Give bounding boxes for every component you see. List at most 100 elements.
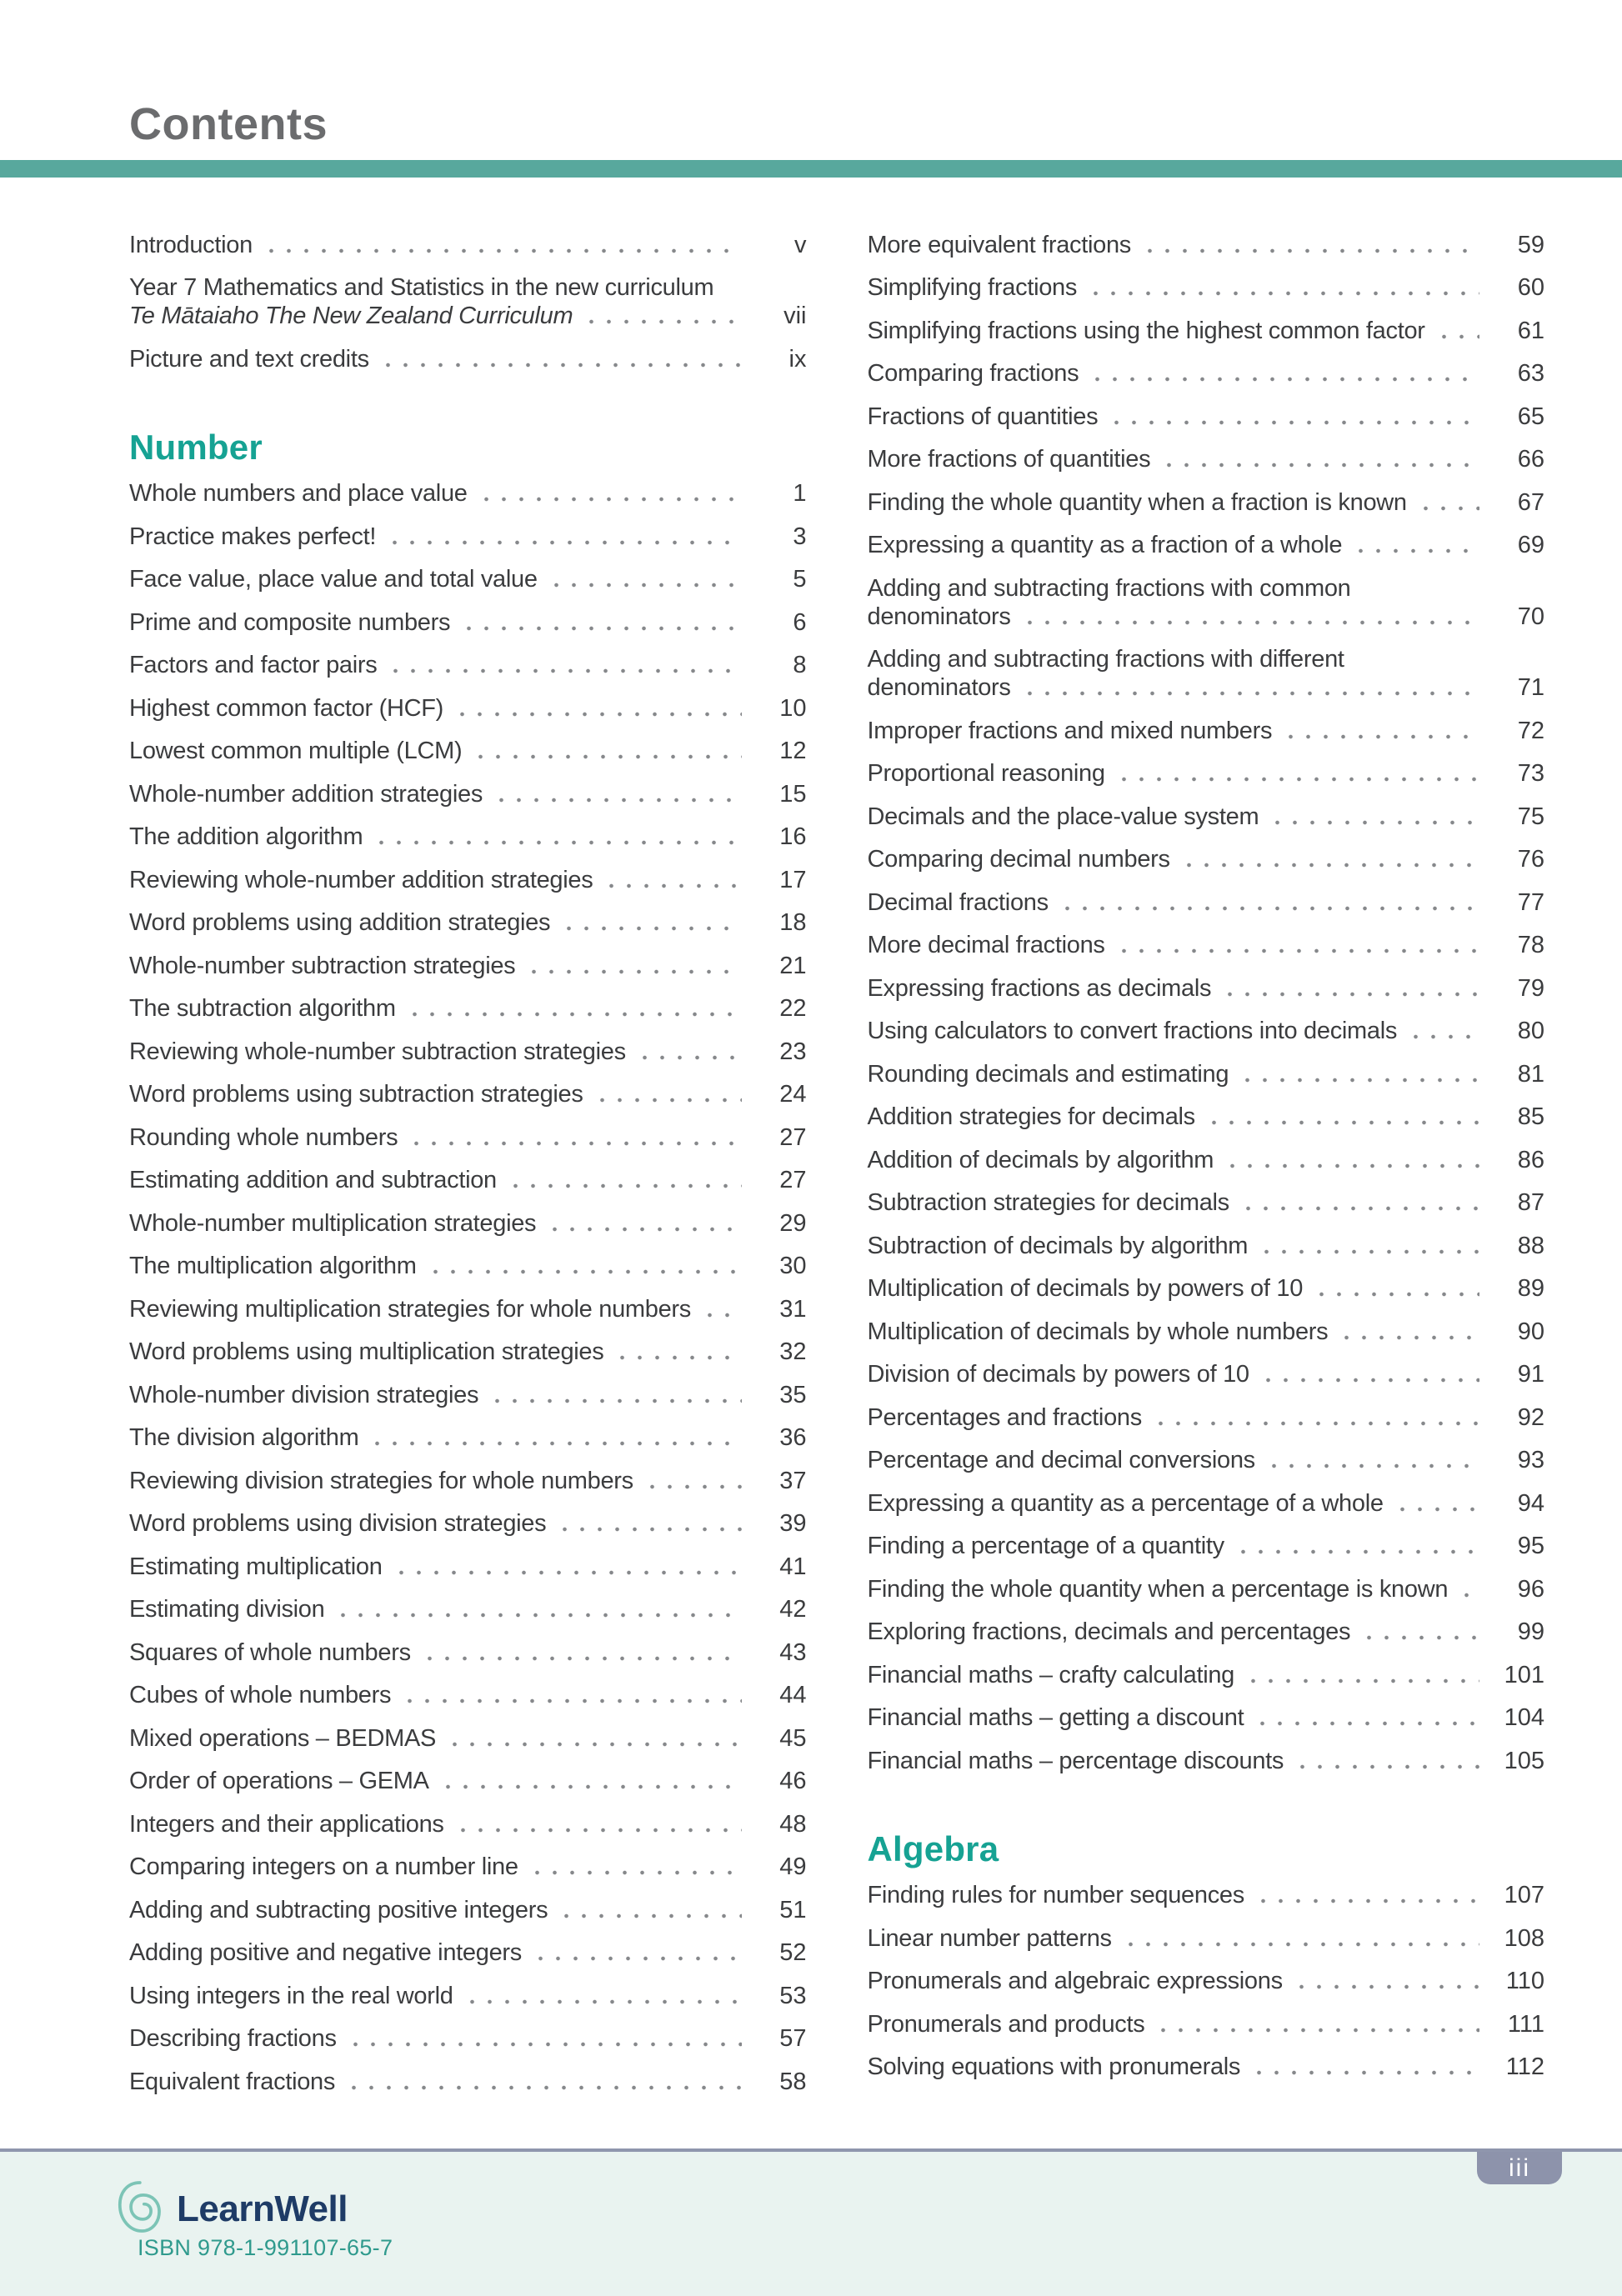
toc-entry-line: Reviewing whole-number subtraction strat… — [129, 1038, 807, 1066]
dotted-leader — [405, 1012, 742, 1018]
toc-entry: Whole-number addition strategies 15 — [129, 773, 807, 816]
page-number: 61 — [1517, 317, 1544, 344]
page-number: 71 — [1517, 674, 1544, 702]
dotted-leader — [700, 1312, 742, 1318]
dotted-leader — [392, 1569, 742, 1575]
page-number: 58 — [779, 2068, 807, 2095]
dotted-leader — [346, 2042, 742, 2048]
toc-entry-label: Word problems using subtraction strategi… — [129, 1081, 583, 1108]
toc-entry: The subtraction algorithm 22 — [129, 988, 807, 1031]
toc-entry-label: Te Mātaiaho The New Zealand Curriculum — [129, 303, 573, 330]
toc-entry-label: Reviewing division strategies for whole … — [129, 1467, 633, 1494]
toc-entry: Equivalent fractions 58 — [129, 2060, 807, 2103]
toc-entry-line: Whole-number division strategies 35 — [129, 1381, 807, 1409]
toc-entry-line: Lowest common multiple (LCM) 12 — [129, 737, 807, 765]
dotted-leader — [531, 1956, 742, 1962]
dotted-leader — [603, 883, 742, 888]
dotted-leader — [401, 1698, 742, 1704]
toc-entry: Proportional reasoning 73 — [868, 753, 1545, 796]
toc-entry-line: Pronumerals and algebraic expressions 110 — [868, 1967, 1545, 1995]
dotted-leader — [386, 539, 742, 545]
toc-entry: Comparing decimal numbers 76 — [868, 838, 1545, 882]
page-title: Contents — [129, 99, 328, 149]
page-number: 69 — [1517, 532, 1544, 559]
toc-entry-line: Word problems using multiplication strat… — [129, 1338, 807, 1366]
toc-entry: Multiplication of decimals by whole numb… — [868, 1310, 1545, 1353]
dotted-leader — [488, 1398, 742, 1403]
toc-entry-line: Linear number patterns 108 — [868, 1924, 1545, 1953]
toc-entry-label: Whole-number subtraction strategies — [129, 952, 516, 979]
toc-entry-line: Division of decimals by powers of 10 91 — [868, 1360, 1545, 1388]
dotted-leader — [1360, 1635, 1479, 1641]
toc-entry-label: Mixed operations – BEDMAS — [129, 1724, 437, 1752]
page-number: 90 — [1517, 1318, 1544, 1345]
toc-entry-line: Estimating division 42 — [129, 1595, 807, 1623]
toc-entry-line: Comparing decimal numbers 76 — [868, 845, 1545, 873]
toc-entry-label: Rounding decimals and estimating — [867, 1060, 1229, 1088]
dotted-leader — [558, 1913, 742, 1918]
dotted-leader — [1294, 1763, 1479, 1769]
toc-entry-label: The division algorithm — [129, 1424, 359, 1452]
toc-entry-line: Proportional reasoning 73 — [868, 759, 1545, 788]
toc-entry-label: Describing fractions — [129, 2025, 337, 2053]
page-number: 80 — [1517, 1018, 1544, 1045]
toc-entry: Comparing integers on a number line 49 — [129, 1846, 807, 1889]
page-footer: iii LearnWell ISBN 978-1-991107-65-7 — [0, 2148, 1622, 2296]
section-heading: Algebra — [867, 1828, 999, 1868]
toc-entry: Factors and factor pairs 8 — [129, 644, 807, 688]
page-number: 53 — [779, 1982, 807, 2009]
page-number: 76 — [1517, 846, 1544, 873]
toc-entry-label: Addition of decimals by algorithm — [867, 1146, 1214, 1173]
toc-entry-label: Year 7 Mathematics and Statistics in the… — [129, 274, 714, 302]
toc-entry-label: Using integers in the real world — [129, 1982, 453, 2009]
page-number: 107 — [1504, 1882, 1544, 1909]
dotted-leader — [1179, 863, 1479, 868]
toc-entry-line: Equivalent fractions 58 — [129, 2068, 807, 2096]
toc-entry-label: Financial maths – percentage discounts — [867, 1747, 1284, 1774]
toc-entry-line: Adding positive and negative integers 52 — [129, 1938, 807, 1967]
dotted-leader — [453, 1827, 742, 1833]
toc-entry-label: Adding and subtracting fractions with di… — [867, 646, 1344, 673]
toc-entry-line: Simplifying fractions using the highest … — [868, 317, 1545, 345]
toc-entry-label: Fractions of quantities — [867, 403, 1099, 430]
toc-entry-line: Decimals and the place-value system 75 — [868, 803, 1545, 831]
page-number: 105 — [1504, 1747, 1544, 1774]
toc-entry: Financial maths – crafty calculating 101 — [868, 1653, 1545, 1697]
page-number: 112 — [1505, 2053, 1544, 2081]
page-number: 72 — [1517, 717, 1544, 744]
toc-entry: Multiplication of decimals by powers of … — [868, 1268, 1545, 1311]
toc-entry-line: Factors and factor pairs 8 — [129, 651, 807, 679]
toc-entry-line: Highest common factor (HCF) 10 — [129, 694, 807, 723]
page-number: 60 — [1517, 274, 1544, 302]
toc-entry: Whole numbers and place value 1 — [129, 473, 807, 516]
toc-entry-label: Estimating multiplication — [129, 1553, 383, 1580]
page-number: 93 — [1517, 1447, 1544, 1474]
toc-entry: Expressing fractions as decimals 79 — [868, 967, 1545, 1010]
page-number: 10 — [779, 694, 807, 722]
toc-entry-line: Reviewing multiplication strategies for … — [129, 1295, 807, 1323]
dotted-leader — [525, 968, 742, 974]
page-number: 75 — [1517, 803, 1544, 830]
toc-entry-line: Using calculators to convert fractions i… — [868, 1017, 1545, 1045]
toc-entry-line: Addition strategies for decimals 85 — [868, 1103, 1545, 1131]
toc-entry: Using calculators to convert fractions i… — [868, 1010, 1545, 1053]
toc-column-right: More equivalent fractions 59 Simplifying f… — [868, 223, 1545, 2088]
toc-entry-label: Financial maths – getting a discount — [867, 1704, 1244, 1732]
dotted-leader — [373, 840, 742, 846]
page-number: 51 — [779, 1896, 807, 1923]
toc-entry-label: The addition algorithm — [129, 823, 363, 851]
toc-entry-line: Whole-number multiplication strategies 29 — [129, 1209, 807, 1238]
toc-entry-label: Word problems using multiplication strat… — [129, 1338, 604, 1366]
page-number: 48 — [779, 1810, 807, 1838]
dotted-leader — [1089, 377, 1479, 383]
toc-entry: Lowest common multiple (LCM) 12 — [129, 730, 807, 773]
dotted-leader — [1434, 333, 1479, 339]
toc-entry: Pronumerals and algebraic expressions 110 — [868, 1960, 1545, 2003]
toc-entry-line: Improper fractions and mixed numbers 72 — [868, 717, 1545, 745]
toc-entry: Comparing fractions 63 — [868, 353, 1545, 396]
publisher-name: LearnWell — [177, 2188, 348, 2229]
toc-entry-label: Subtraction strategies for decimals — [867, 1189, 1230, 1217]
toc-entry: Finding the whole quantity when a fracti… — [868, 481, 1545, 524]
toc-entry-label: Reviewing whole-number subtraction strat… — [129, 1038, 626, 1065]
toc-entry-line: More equivalent fractions 59 — [868, 231, 1545, 259]
